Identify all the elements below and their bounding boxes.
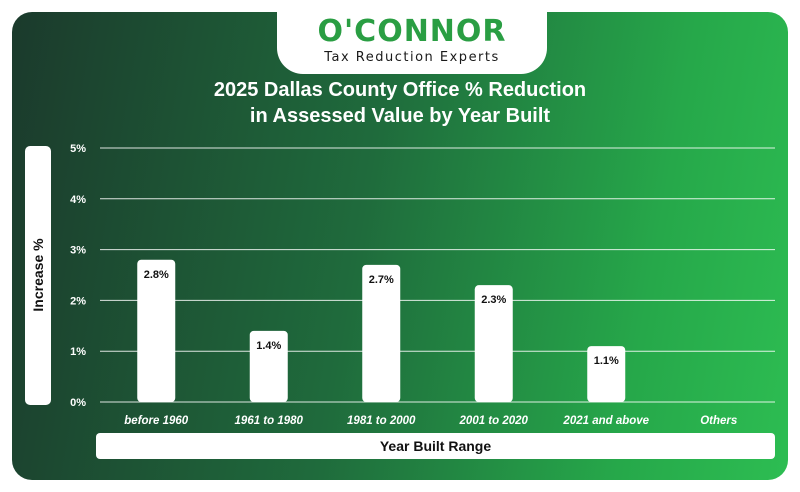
logo-name: O'CONNOR (317, 14, 507, 49)
y-tick-label: 2% (70, 295, 86, 307)
category-label: Others (700, 415, 737, 427)
y-tick-label: 3% (70, 245, 86, 257)
logo: O'CONNOR Tax Reduction Experts (277, 12, 547, 74)
chart-title-line2: in Assessed Value by Year Built (249, 105, 551, 127)
bar (249, 330, 288, 402)
data-label: 2.7% (369, 274, 394, 286)
category-label: 1961 to 1980 (235, 415, 304, 427)
category-label: 2021 and above (562, 415, 649, 427)
y-tick-label: 5% (70, 143, 86, 155)
y-axis-label-box (25, 146, 51, 405)
bar (362, 264, 401, 402)
bar (587, 346, 626, 402)
data-label: 2.3% (481, 294, 506, 306)
x-axis-label: Year Built Range (96, 433, 775, 459)
y-tick-label: 0% (70, 397, 86, 409)
chart-title-line1: 2025 Dallas County Office % Reduction (213, 79, 587, 101)
category-label: before 1960 (124, 415, 189, 427)
bar-chart: 0% 1% 2% 3% 4% 5% 2.8% before 1960 1.4% 1961 to 1… (70, 143, 775, 427)
y-tick-label: 4% (70, 194, 86, 206)
data-label: 2.8% (144, 269, 169, 281)
bar (474, 285, 513, 402)
data-label: 1.1% (594, 355, 619, 367)
category-label: 2001 to 2020 (459, 415, 529, 427)
chart-card: O'CONNOR Tax Reduction Experts 2025 Dall… (12, 12, 788, 480)
logo-tagline: Tax Reduction Experts (324, 50, 500, 65)
chart-title: 2025 Dallas County Office % Reduction in… (12, 77, 788, 129)
category-label: 1981 to 2000 (347, 415, 416, 427)
data-label: 1.4% (256, 340, 281, 352)
bar (137, 259, 176, 402)
y-tick-label: 1% (70, 346, 86, 358)
